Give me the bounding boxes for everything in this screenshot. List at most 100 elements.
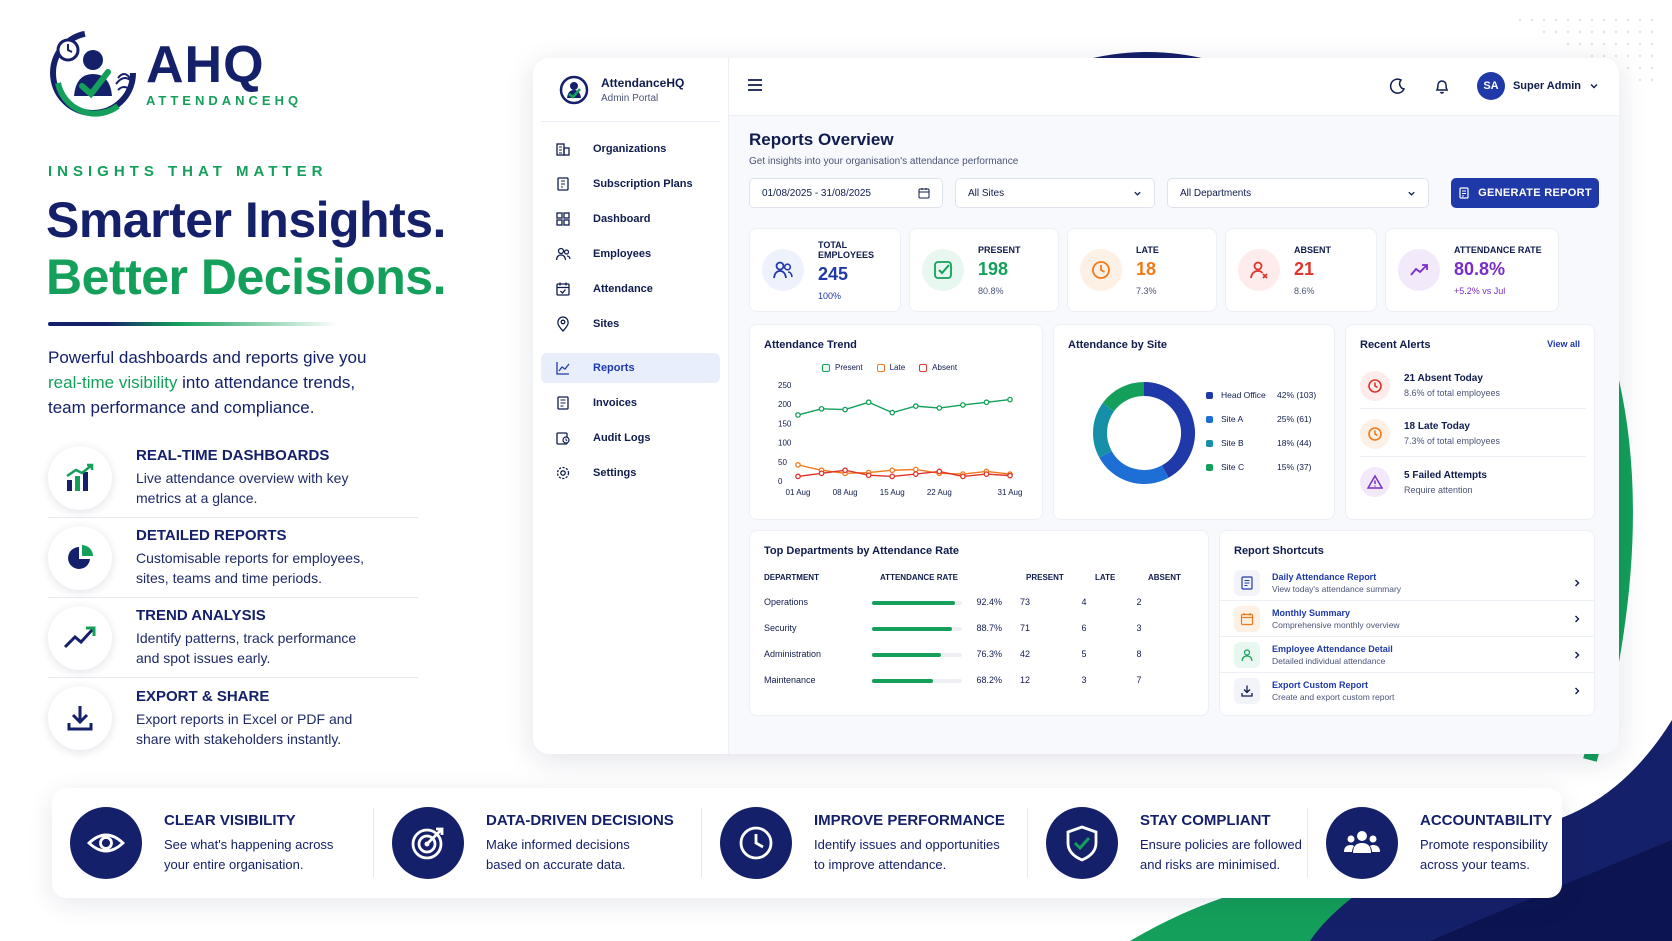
logo-icon bbox=[50, 30, 136, 117]
sidebar-item-audit-logs[interactable]: Audit Logs bbox=[541, 423, 720, 453]
grid-icon bbox=[556, 212, 570, 226]
x-tick-label: 31 Aug bbox=[998, 488, 1023, 497]
sidebar-item-label: Attendance bbox=[593, 283, 653, 295]
data-point-absent[interactable] bbox=[795, 473, 801, 480]
feature-item: EXPORT & SHARE Export reports in Excel o… bbox=[48, 678, 418, 758]
data-point-present[interactable] bbox=[818, 405, 825, 412]
generate-report-button[interactable]: GENERATE REPORT bbox=[1451, 178, 1599, 208]
stat-label: LATE bbox=[1136, 244, 1159, 255]
chevron-down-icon[interactable] bbox=[1589, 81, 1599, 91]
absent-count: 3 bbox=[1136, 623, 1142, 633]
alert-item[interactable]: 5 Failed Attempts Require attention bbox=[1360, 459, 1586, 505]
data-point-absent[interactable] bbox=[1007, 472, 1013, 479]
donut-slice-site-c[interactable] bbox=[1102, 382, 1145, 412]
shortcut-item[interactable]: Employee Attendance Detail Detailed indiv… bbox=[1220, 637, 1594, 673]
data-point-absent[interactable] bbox=[818, 470, 825, 477]
data-point-present[interactable] bbox=[865, 399, 872, 406]
data-point-present[interactable] bbox=[983, 399, 990, 406]
sites-select[interactable]: All Sites bbox=[955, 178, 1155, 208]
sidebar-item-employees[interactable]: Employees bbox=[541, 239, 720, 269]
y-tick-label: 50 bbox=[778, 458, 787, 467]
departments-select[interactable]: All Departments bbox=[1167, 178, 1429, 208]
stat-value: 80.8% bbox=[1454, 258, 1506, 279]
intro-highlight: real-time visibility bbox=[48, 373, 178, 392]
data-point-late[interactable] bbox=[912, 466, 919, 473]
data-point-present[interactable] bbox=[912, 403, 919, 409]
data-point-absent[interactable] bbox=[842, 467, 848, 474]
donut-slice-head-office[interactable] bbox=[1143, 382, 1195, 478]
column-header: DEPARTMENT bbox=[764, 573, 819, 582]
data-point-present[interactable] bbox=[842, 406, 848, 413]
shortcut-subtitle: Detailed individual attendance bbox=[1272, 655, 1386, 666]
sidebar-item-organizations[interactable]: Organizations bbox=[541, 134, 720, 164]
stat-card-late: LATE 18 7.3% bbox=[1067, 228, 1217, 312]
sidebar-item-dashboard[interactable]: Dashboard bbox=[541, 204, 720, 234]
sidebar-item-attendance[interactable]: Attendance bbox=[541, 274, 720, 304]
alert-item[interactable]: 18 Late Today 7.3% of total employees bbox=[1360, 411, 1586, 457]
shortcut-item[interactable]: Monthly Summary Comprehensive monthly ove… bbox=[1220, 601, 1594, 637]
shortcut-item[interactable]: Daily Attendance Report View today's atte… bbox=[1220, 565, 1594, 601]
site-legend-row: Site A 25% (61) bbox=[1206, 407, 1334, 431]
data-point-absent[interactable] bbox=[936, 468, 943, 475]
download-icon bbox=[1234, 678, 1260, 704]
recent-alerts-panel: Recent Alerts View all 21 Absent Today 8.… bbox=[1345, 324, 1595, 520]
bar-chart-icon bbox=[48, 445, 112, 510]
rate-bar-fill bbox=[872, 627, 952, 631]
data-point-late[interactable] bbox=[889, 467, 896, 474]
donut-slice-site-b[interactable] bbox=[1093, 403, 1115, 458]
intro-text-3: team performance and compliance. bbox=[48, 398, 315, 417]
hero-eyebrow: INSIGHTS THAT MATTER bbox=[48, 163, 328, 180]
alert-item[interactable]: 21 Absent Today 8.6% of total employees bbox=[1360, 363, 1586, 409]
feature-desc: Live attendance overview with key metrics… bbox=[136, 470, 349, 506]
data-point-late[interactable] bbox=[795, 462, 801, 468]
user-name[interactable]: Super Admin bbox=[1512, 80, 1581, 92]
shortcut-item[interactable]: Export Custom Report Create and export cu… bbox=[1220, 673, 1594, 709]
avatar[interactable]: SA bbox=[1476, 72, 1505, 100]
y-tick-label: 200 bbox=[778, 400, 792, 409]
app-logo-icon bbox=[559, 75, 589, 104]
data-point-present[interactable] bbox=[1007, 396, 1013, 403]
chart-icon bbox=[556, 362, 570, 375]
benefit-title: CLEAR VISIBILITY bbox=[164, 811, 296, 829]
data-point-present[interactable] bbox=[795, 412, 801, 418]
plans-icon bbox=[557, 177, 569, 191]
feature-title: DETAILED REPORTS bbox=[136, 527, 287, 544]
sidebar-item-subscription-plans[interactable]: Subscription Plans bbox=[541, 169, 720, 199]
moon-icon[interactable] bbox=[1389, 77, 1407, 95]
legend-absent[interactable]: Absent bbox=[919, 363, 957, 372]
sidebar-item-sites[interactable]: Sites bbox=[541, 309, 720, 339]
bell-icon[interactable] bbox=[1433, 77, 1451, 95]
site-legend-row: Site C 15% (37) bbox=[1206, 455, 1334, 479]
invoice-icon bbox=[557, 396, 569, 410]
benefits-bar: CLEAR VISIBILITY See what's happening acr… bbox=[52, 788, 1562, 898]
feature-item: REAL-TIME DASHBOARDS Live attendance ove… bbox=[48, 438, 418, 518]
donut-slice-site-a[interactable] bbox=[1099, 450, 1169, 484]
shortcut-title: Export Custom Report bbox=[1272, 680, 1369, 690]
data-point-present[interactable] bbox=[960, 402, 966, 408]
legend-late[interactable]: Late bbox=[876, 363, 905, 372]
shortcut-title: Employee Attendance Detail bbox=[1272, 643, 1393, 654]
building-icon bbox=[556, 143, 570, 156]
sidebar-item-reports[interactable]: Reports bbox=[541, 353, 720, 383]
shield-check-icon bbox=[1046, 807, 1118, 879]
rate-bar-fill bbox=[872, 653, 941, 657]
eye-icon bbox=[70, 807, 142, 879]
sidebar-item-invoices[interactable]: Invoices bbox=[541, 388, 720, 418]
data-point-absent[interactable] bbox=[983, 471, 990, 477]
data-point-present[interactable] bbox=[889, 409, 896, 416]
data-point-absent[interactable] bbox=[912, 471, 919, 477]
legend-present[interactable]: Present bbox=[822, 363, 863, 372]
data-point-absent[interactable] bbox=[865, 472, 872, 479]
menu-icon[interactable] bbox=[747, 78, 763, 92]
generate-report-label: GENERATE REPORT bbox=[1478, 187, 1592, 199]
feature-desc: Export reports in Excel or PDF and share … bbox=[136, 710, 353, 747]
view-all-link[interactable]: View all bbox=[1547, 339, 1580, 349]
data-point-absent[interactable] bbox=[960, 473, 966, 480]
stat-note: 100% bbox=[818, 290, 842, 301]
alert-title: 18 Late Today bbox=[1404, 421, 1470, 432]
sidebar-item-settings[interactable]: Settings bbox=[541, 458, 720, 488]
present-count: 73 bbox=[1020, 597, 1031, 607]
date-range-input[interactable]: 01/08/2025 - 31/08/2025 bbox=[749, 178, 943, 208]
data-point-absent[interactable] bbox=[889, 473, 896, 480]
data-point-present[interactable] bbox=[936, 405, 943, 411]
